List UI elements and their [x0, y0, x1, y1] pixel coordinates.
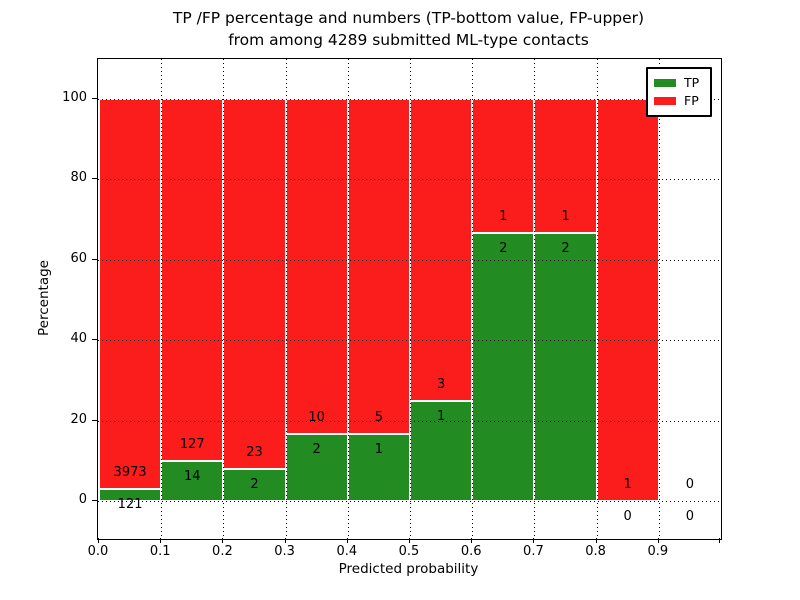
chart-title: TP /FP percentage and numbers (TP-bottom…: [97, 7, 720, 51]
tp-bar-bin-0.7: [534, 233, 597, 501]
horizontal-gridline-40: [98, 340, 721, 342]
fp-bar-bin-0.1: [161, 99, 224, 462]
fp-bar-bin-0.7: [534, 99, 597, 233]
y-tick-100: [92, 98, 97, 99]
fp-bar-bin-0.2: [223, 99, 286, 469]
horizontal-gridline-20: [98, 420, 721, 422]
tp-count-label-bin-0.6: 2: [499, 241, 508, 256]
y-tick-label-80: 80: [70, 170, 87, 186]
plot-area: 3973 121 127 14 23 2 10 2 5 1 3 1 1 2 1 2 1 0 0 0: [97, 58, 722, 540]
horizontal-gridline-80: [98, 179, 721, 181]
x-tick-0.6: [471, 538, 473, 543]
vertical-gridline-0.9: [658, 59, 660, 539]
fp-bar-bin-0.5: [410, 99, 473, 401]
y-tick-0: [92, 500, 97, 501]
vertical-gridline-0.5: [410, 59, 411, 539]
tp-color-swatch: [654, 79, 676, 87]
horizontal-gridline-60: [98, 259, 721, 261]
fp-count-label-bin-0.4: 5: [374, 410, 384, 425]
fp-count-label-bin-0.2: 23: [246, 444, 263, 460]
y-tick-80: [92, 178, 97, 180]
y-tick-label-60: 60: [70, 250, 87, 266]
horizontal-gridline-0: [98, 501, 721, 502]
vertical-gridline-0.2: [223, 59, 225, 539]
fp-count-label-bin-0.1: 127: [179, 437, 205, 453]
y-tick-label-20: 20: [70, 411, 87, 427]
x-tick-label-0.3: 0.3: [274, 544, 295, 559]
fp-count-label-bin-0.8: 1: [623, 477, 632, 492]
fp-count-label-bin-0.3: 10: [308, 410, 325, 425]
x-tick-label-0.5: 0.5: [398, 544, 420, 559]
chart-title-line1: TP /FP percentage and numbers (TP-bottom…: [172, 9, 645, 27]
legend: TP FP: [646, 67, 712, 117]
legend-item-tp: TP: [654, 74, 704, 92]
vertical-gridline-0.6: [472, 59, 474, 539]
x-tick-label-0.2: 0.2: [212, 544, 233, 559]
x-tick-label-0.6: 0.6: [460, 544, 482, 559]
fp-count-label-bin-0.6: 1: [499, 209, 508, 224]
tp-count-label-bin-0.1: 14: [184, 469, 201, 485]
x-tick-0.3: [284, 538, 286, 543]
horizontal-gridline-100: [98, 99, 721, 100]
y-tick-label-100: 100: [62, 90, 87, 105]
tp-bar-bin-0.1: [161, 461, 224, 501]
y-tick-60: [92, 258, 97, 260]
fp-bar-bin-0.6: [472, 99, 535, 233]
fp-count-label-bin-0: 3973: [113, 465, 147, 481]
vertical-gridline-0.1: [161, 59, 163, 539]
fp-color-swatch: [654, 97, 676, 105]
x-tick-0.0: [98, 538, 99, 543]
x-tick-label-0.8: 0.8: [585, 544, 606, 559]
vertical-gridline-0.4: [347, 59, 349, 539]
tp-count-label-bin-0.5: 1: [436, 408, 446, 424]
x-tick-0.2: [222, 538, 224, 543]
vertical-gridline-0.8: [596, 59, 598, 539]
x-tick-label-0.1: 0.1: [149, 544, 171, 559]
x-tick-label-0.9: 0.9: [647, 544, 669, 559]
y-tick-label-40: 40: [70, 331, 87, 347]
x-tick-0.1: [160, 538, 162, 543]
fp-count-label-bin-0.5: 3: [436, 376, 446, 392]
tp-count-label-bin-0.7: 2: [561, 241, 570, 256]
tp-bar-bin-0: [99, 489, 162, 501]
x-tick-0.5: [409, 538, 410, 543]
x-tick-0.7: [533, 538, 535, 543]
y-tick-label-0: 0: [78, 492, 87, 507]
x-tick-0.8: [595, 538, 597, 543]
tp-count-label-bin-0: 121: [117, 497, 143, 513]
legend-item-fp: FP: [654, 92, 704, 110]
fp-count-label-bin-0.7: 1: [561, 209, 570, 224]
legend-label-fp: FP: [684, 93, 699, 108]
tp-bar-bin-0.4: [347, 434, 410, 501]
tp-count-label-bin-0.8: 0: [623, 509, 632, 524]
tp-bar-bin-0.6: [472, 233, 535, 501]
tp-count-label-bin-0.2: 2: [250, 476, 259, 492]
chart-title-line2: from among 4289 submitted ML-type contac…: [228, 31, 589, 49]
tp-count-label-bin-0.3: 2: [312, 442, 321, 457]
fp-bar-bin-0.4: [347, 99, 410, 434]
y-tick-40: [92, 339, 97, 341]
legend-label-tp: TP: [684, 75, 700, 90]
x-tick-label-0.4: 0.4: [336, 544, 358, 559]
vertical-gridline-0.3: [285, 59, 287, 539]
tp-count-label-bin-0.9: 0: [685, 509, 695, 524]
fp-count-label-bin-0.9: 0: [685, 477, 695, 492]
x-tick-1.0: [719, 538, 720, 543]
y-tick-20: [92, 419, 97, 421]
x-tick-0.4: [346, 538, 348, 543]
tp-count-label-bin-0.4: 1: [374, 442, 384, 457]
x-axis-label: Predicted probability: [338, 561, 479, 577]
tp-bar-bin-0.3: [285, 434, 348, 501]
fp-bar-bin-0: [99, 99, 162, 490]
vertical-gridline-0.7: [534, 59, 536, 539]
fp-bar-bin-0.3: [285, 99, 348, 434]
y-axis-label: Percentage: [36, 260, 52, 336]
fp-bar-bin-0.8: [596, 99, 659, 501]
x-tick-label-0.7: 0.7: [523, 544, 544, 559]
x-tick-0.9: [657, 538, 659, 543]
x-tick-label-0.0: 0.0: [87, 544, 109, 559]
